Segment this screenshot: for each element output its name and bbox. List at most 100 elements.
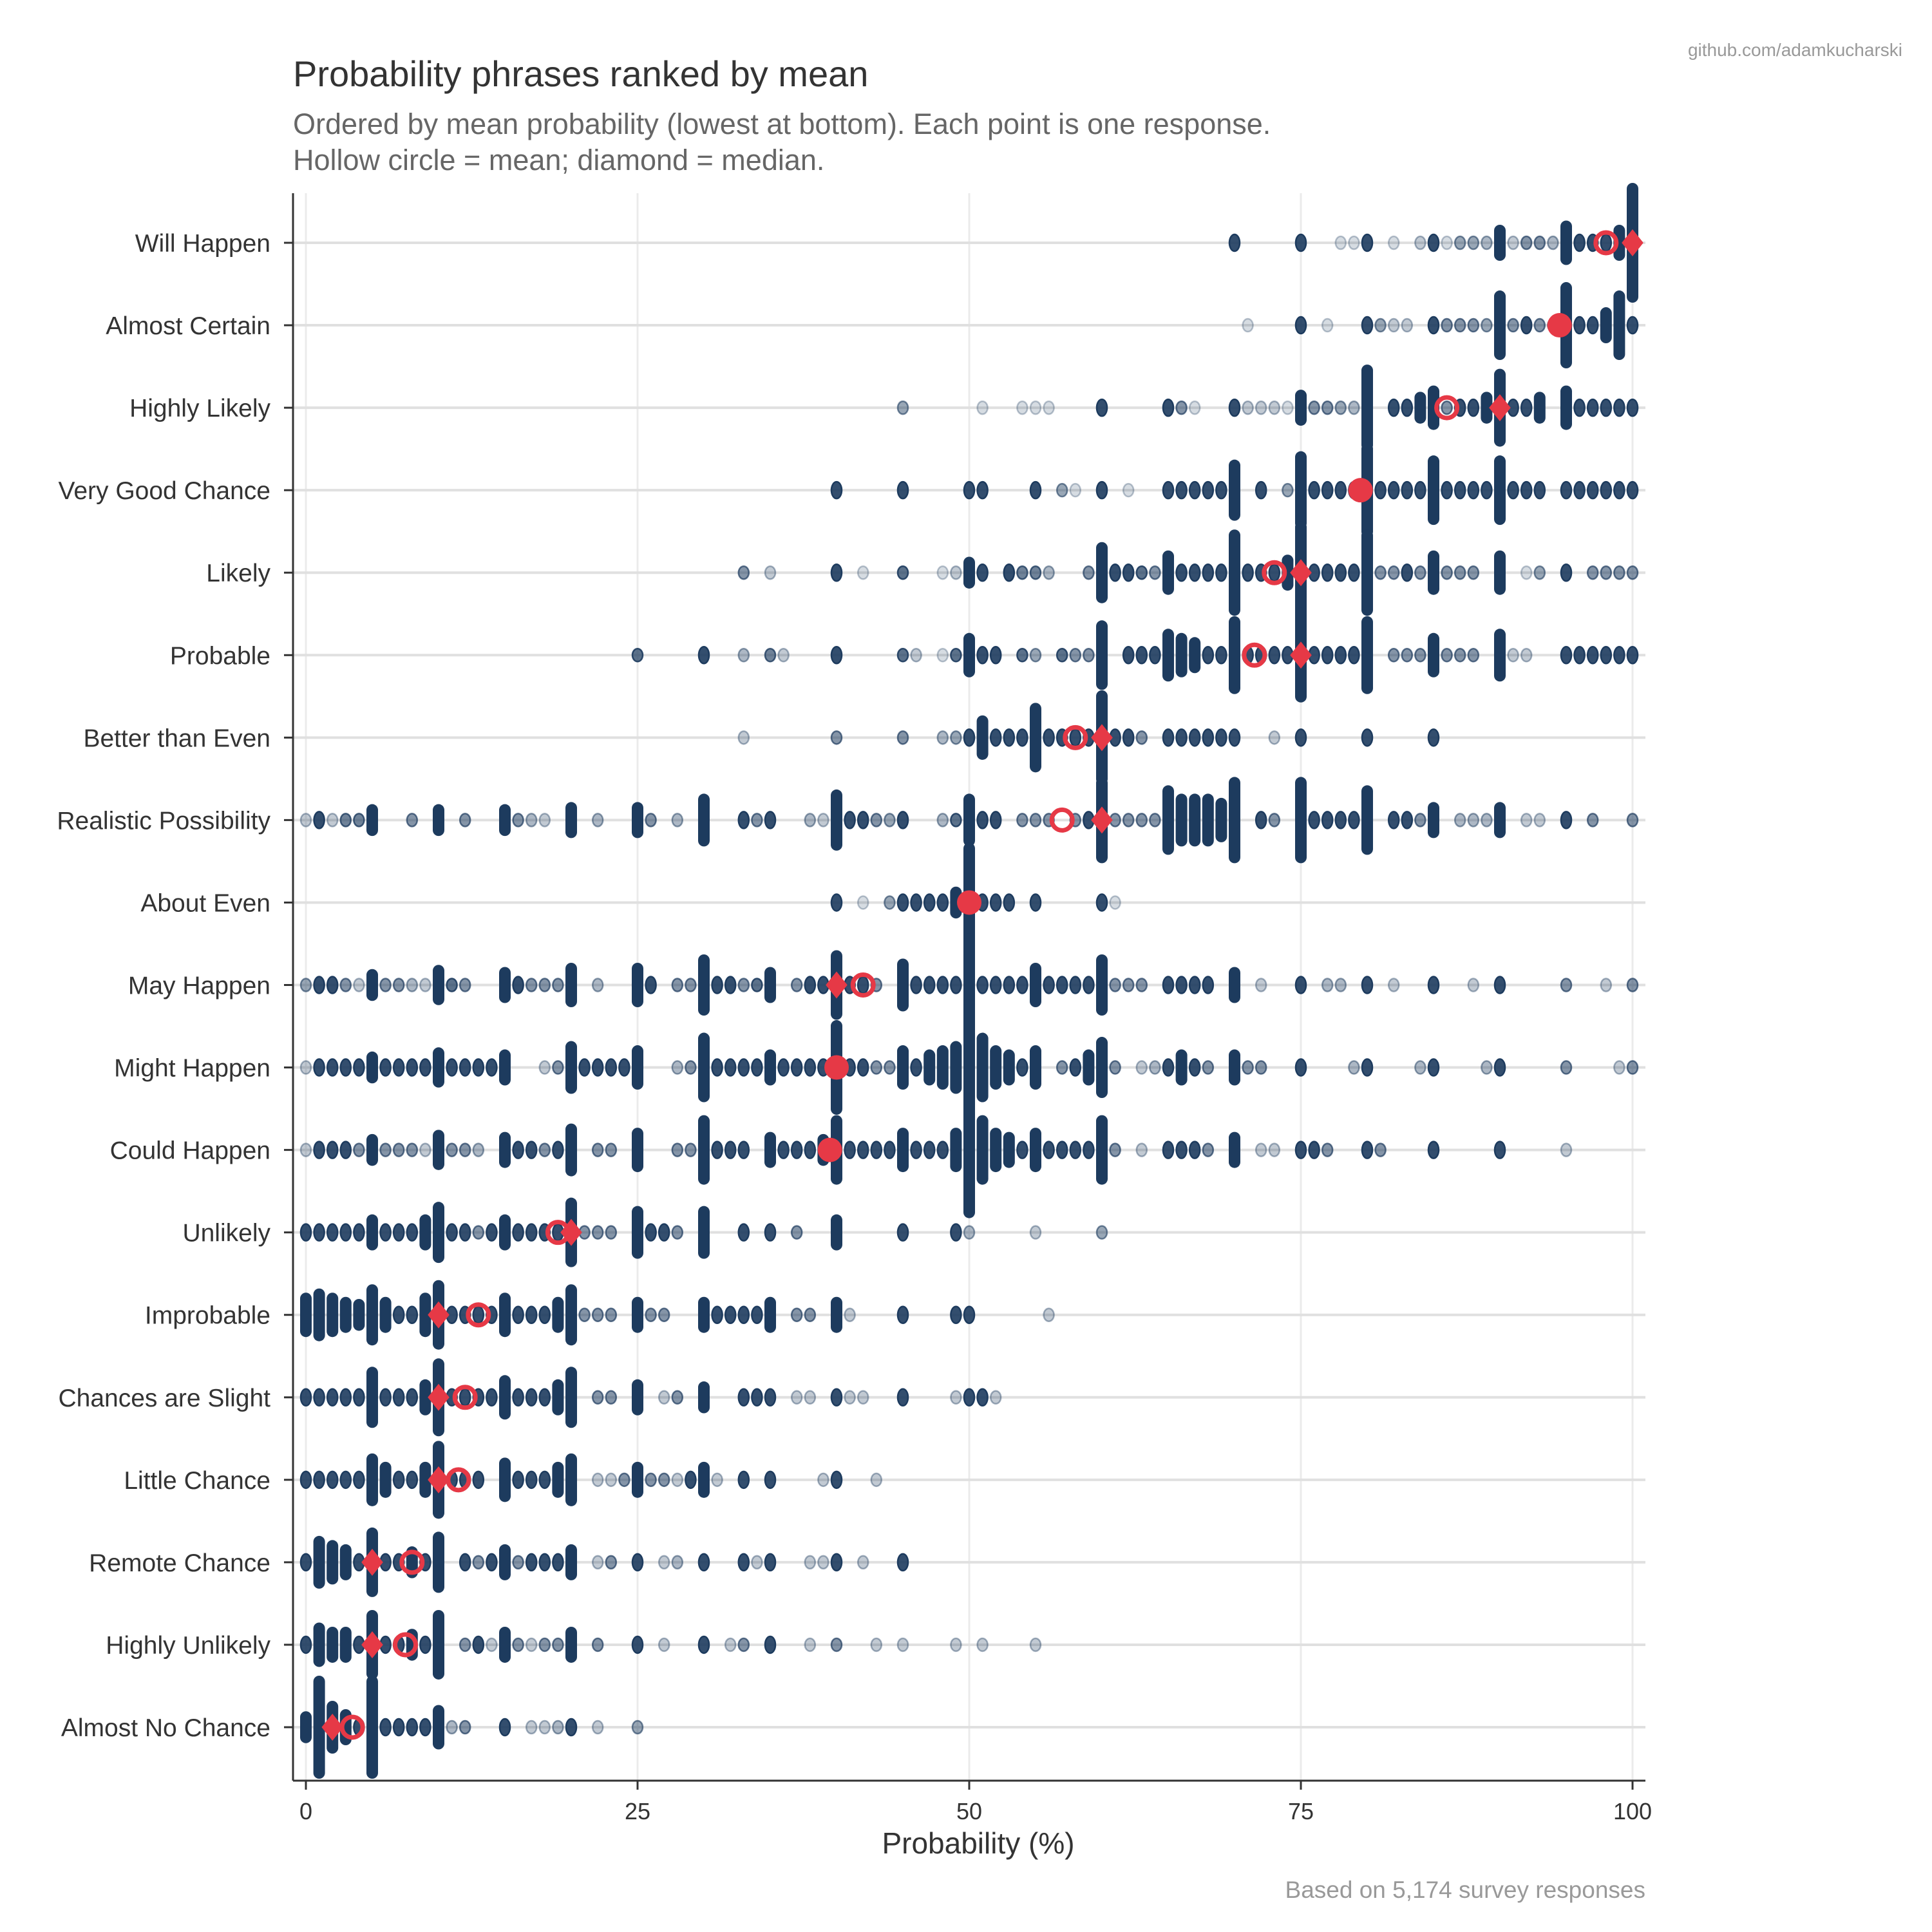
response-point	[1533, 480, 1546, 500]
response-point	[658, 1307, 670, 1322]
credit-text: github.com/adamkucharski	[1687, 40, 1902, 60]
response-stack	[950, 1041, 962, 1094]
response-point	[1387, 811, 1400, 829]
median-marker	[428, 1301, 450, 1329]
response-point	[1374, 480, 1387, 500]
response-point	[950, 813, 962, 828]
response-stack	[366, 1676, 378, 1779]
response-point	[1427, 1141, 1440, 1159]
response-point	[1268, 400, 1281, 415]
response-point	[724, 1058, 737, 1077]
response-stack	[897, 1128, 909, 1173]
response-point	[1467, 235, 1480, 251]
response-point	[1016, 728, 1028, 747]
response-point	[1188, 400, 1201, 415]
response-point	[379, 978, 392, 992]
response-stack	[313, 1288, 325, 1341]
response-point	[1215, 728, 1227, 747]
response-point	[910, 893, 922, 912]
y-tick-label: Highly Likely	[129, 395, 270, 422]
response-point	[963, 480, 976, 500]
response-point	[326, 1388, 339, 1407]
response-stack	[1533, 392, 1546, 424]
response-point	[963, 728, 976, 747]
response-point	[1573, 646, 1586, 665]
y-tick-label: Very Good Chance	[58, 477, 270, 505]
response-point	[1043, 400, 1055, 415]
response-point	[379, 1058, 392, 1077]
response-point	[313, 1141, 325, 1159]
response-point	[1401, 648, 1414, 663]
response-point	[950, 1223, 962, 1242]
response-stack	[433, 965, 444, 1005]
response-point	[1029, 565, 1042, 580]
response-point	[1348, 646, 1360, 665]
response-point	[459, 1719, 471, 1735]
response-stack	[339, 1296, 352, 1333]
response-stack	[1189, 793, 1201, 847]
response-point	[950, 1305, 962, 1324]
response-point	[1427, 1058, 1440, 1077]
response-stack	[1613, 225, 1625, 261]
response-point	[605, 1307, 618, 1322]
response-stack	[632, 802, 643, 838]
response-point	[1321, 563, 1334, 582]
response-point	[737, 978, 750, 992]
response-point	[538, 1060, 551, 1075]
response-stack	[950, 886, 962, 919]
response-stack	[1096, 1115, 1108, 1185]
response-point	[406, 1470, 419, 1490]
chart-caption: Based on 5,174 survey responses	[1285, 1877, 1645, 1903]
response-point	[1202, 1060, 1215, 1075]
response-stack	[990, 1045, 1002, 1090]
median-marker	[1622, 229, 1643, 256]
response-point	[989, 893, 1002, 912]
response-point	[1016, 1141, 1028, 1159]
response-point	[1361, 728, 1374, 747]
response-stack	[366, 1051, 378, 1084]
response-point	[764, 811, 777, 829]
response-point	[1374, 565, 1387, 580]
response-stack	[897, 958, 909, 1012]
response-point	[989, 811, 1002, 829]
response-point	[406, 1223, 419, 1242]
response-point	[326, 1470, 339, 1490]
response-point	[1626, 646, 1639, 665]
response-point	[896, 565, 909, 580]
response-point	[1029, 648, 1042, 663]
response-point	[1387, 480, 1400, 500]
response-point	[790, 978, 803, 992]
response-point	[1613, 480, 1625, 500]
mean-marker	[1593, 230, 1619, 256]
response-point	[525, 1388, 538, 1407]
response-point	[1069, 976, 1082, 994]
response-stack	[764, 967, 776, 1003]
response-stack	[379, 1461, 392, 1498]
response-point	[976, 480, 989, 500]
response-stack	[1361, 529, 1373, 616]
response-stack	[433, 1531, 444, 1593]
response-point	[1560, 978, 1573, 992]
response-point	[379, 1223, 392, 1242]
response-point	[857, 895, 869, 910]
response-point	[446, 1142, 458, 1157]
response-point	[459, 978, 471, 992]
response-point	[724, 1305, 737, 1324]
response-point	[565, 1718, 578, 1737]
response-point	[1427, 316, 1440, 335]
response-point	[817, 813, 829, 828]
response-point	[538, 1142, 551, 1157]
response-point	[1294, 728, 1307, 747]
response-point	[777, 648, 790, 663]
response-point	[724, 976, 737, 994]
response-point	[1122, 978, 1135, 992]
response-stack	[565, 1123, 577, 1177]
response-point	[1321, 400, 1334, 415]
mean-marker	[452, 1385, 478, 1410]
response-point	[1467, 480, 1480, 500]
response-point	[313, 1223, 325, 1242]
response-point	[1361, 976, 1374, 994]
response-point	[1294, 1058, 1307, 1077]
response-point	[1188, 1058, 1201, 1077]
response-point	[910, 976, 922, 994]
